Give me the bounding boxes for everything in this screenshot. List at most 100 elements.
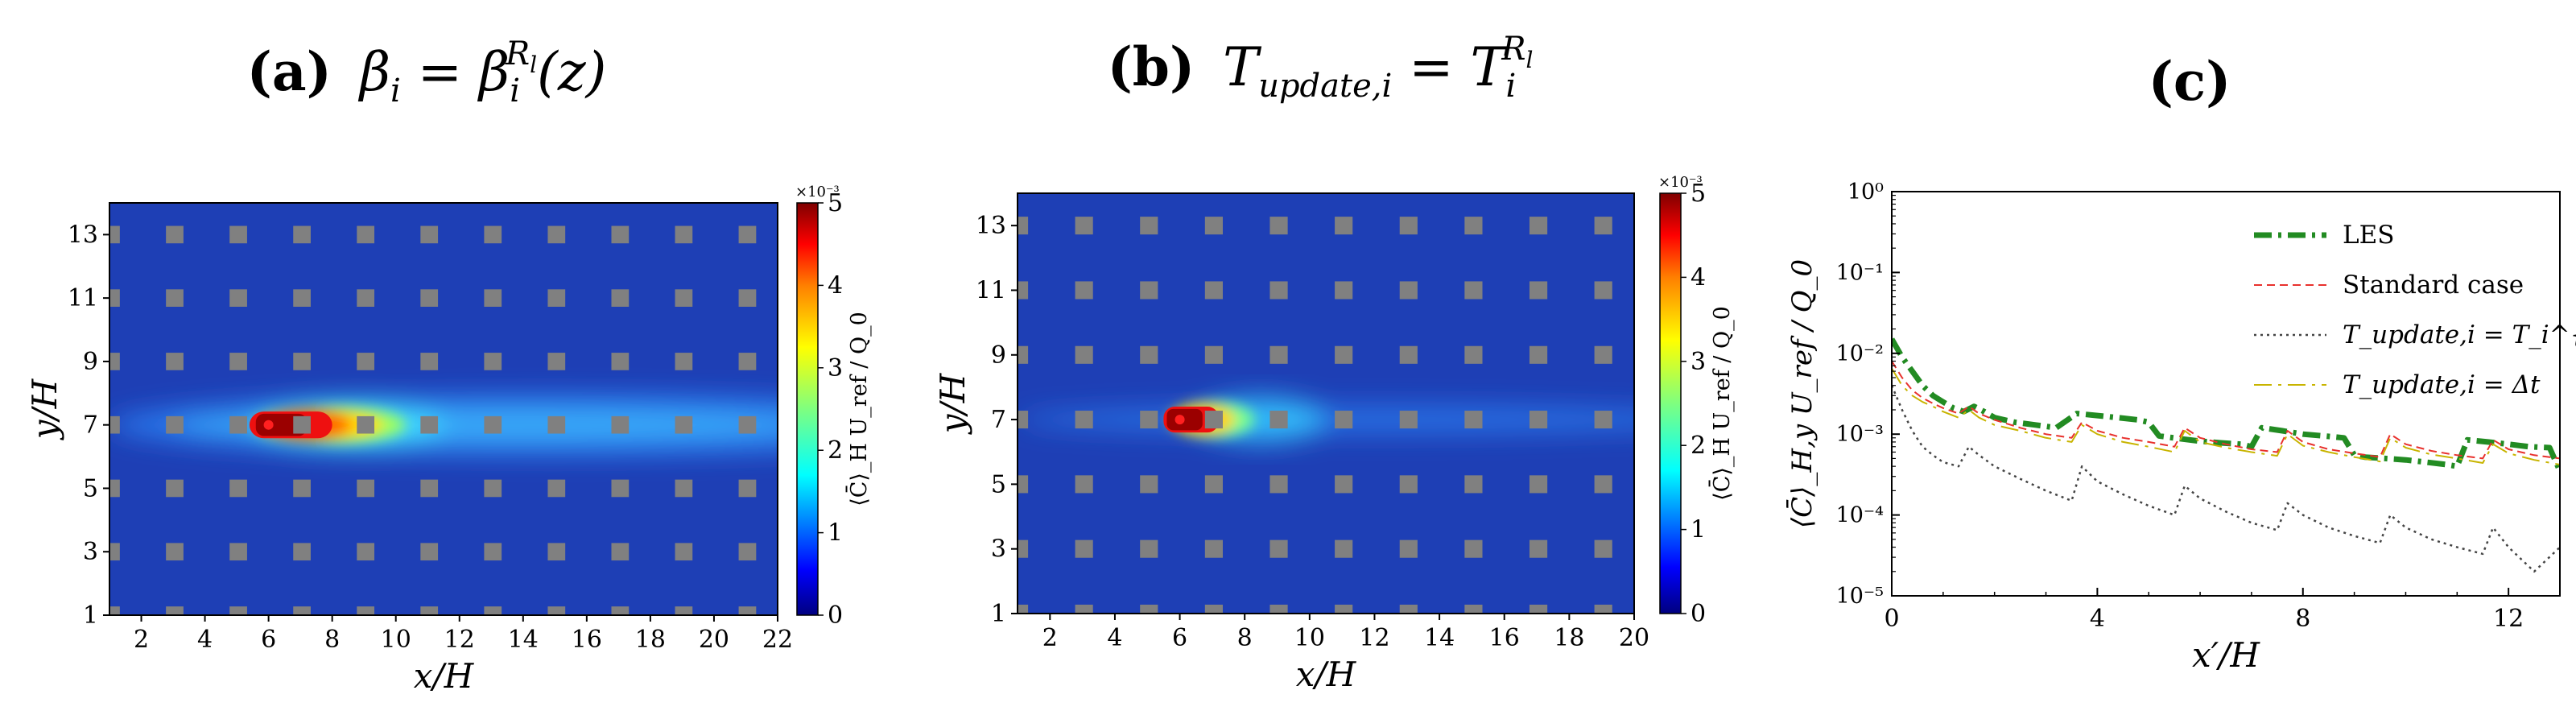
building	[420, 163, 438, 180]
building	[1399, 475, 1418, 494]
x-tick-label: 2	[134, 626, 149, 654]
building	[357, 353, 375, 370]
building	[1204, 217, 1223, 235]
panel-a-letter: (a)	[247, 40, 332, 103]
building	[1594, 345, 1612, 364]
x-tick-label: 2	[1042, 624, 1058, 652]
line-chart-c: 0 4 8 12 10⁻⁵ 10⁻⁴ 10⁻³ 10⁻² 10⁻¹ 10⁰ x′/H ⟨C̄⟩_H,y…	[1785, 180, 2576, 675]
building	[1018, 604, 1029, 614]
building	[420, 479, 439, 498]
building	[547, 289, 566, 307]
x-axis-label: x/H	[414, 656, 475, 696]
building	[1018, 539, 1029, 558]
building	[1269, 152, 1287, 170]
y-tick-label: 10⁰	[1847, 180, 1884, 205]
building	[484, 543, 502, 561]
building	[229, 543, 247, 561]
colorbar-tick-label: 2	[828, 436, 843, 465]
building	[1018, 345, 1029, 364]
x-tick-label: 18	[1554, 624, 1584, 652]
building	[1464, 411, 1483, 429]
colorbar-tick-label: 1	[1690, 516, 1706, 544]
building	[1269, 475, 1288, 494]
y-tick-label: 10⁻²	[1836, 341, 1884, 366]
y-tick-label: 5	[991, 470, 1006, 498]
building	[1335, 539, 1353, 558]
panel-b: (b) Tupdate,i = TiRl 2 4 6 8 10 12 14 16 18 20135…	[933, 31, 1735, 694]
x-tick-label: 14	[1424, 624, 1455, 652]
building	[1594, 217, 1612, 235]
building	[1140, 475, 1158, 494]
building	[1464, 152, 1482, 170]
series-line-0	[1892, 337, 2560, 473]
building	[229, 289, 247, 307]
building	[229, 163, 247, 180]
building	[166, 163, 184, 180]
building	[1018, 281, 1029, 300]
building	[611, 415, 630, 434]
building	[484, 289, 502, 307]
building	[357, 479, 375, 498]
y-tick-label: 13	[976, 212, 1006, 240]
building	[1269, 604, 1288, 614]
building	[166, 353, 184, 370]
building	[611, 225, 630, 244]
series-line-1	[1892, 360, 2560, 460]
building	[293, 225, 311, 244]
building	[229, 606, 247, 615]
building	[1010, 152, 1028, 170]
building	[1529, 217, 1548, 235]
building	[1594, 411, 1612, 429]
colorbar-tick-label: 0	[1690, 600, 1706, 628]
building	[1594, 539, 1612, 558]
building	[1075, 345, 1093, 364]
y-axis-label: y/H	[25, 378, 64, 440]
building	[1529, 345, 1548, 364]
plume-core	[1166, 408, 1203, 431]
building	[1530, 152, 1547, 170]
colorbar-tick-label: 2	[1690, 432, 1706, 460]
y-tick-label: 9	[83, 348, 98, 376]
building	[1140, 411, 1158, 429]
building	[675, 543, 693, 561]
y-tick-label: 10⁻¹	[1836, 260, 1884, 285]
x-tick-label: 20	[699, 626, 729, 654]
building	[420, 543, 439, 561]
building	[166, 225, 184, 244]
building	[109, 543, 120, 561]
y-tick-label: 7	[83, 411, 98, 440]
x-tick-label: 4	[2090, 605, 2105, 633]
building	[1269, 345, 1288, 364]
building	[293, 415, 311, 434]
building	[109, 479, 120, 498]
legend-label-1: Standard case	[2343, 271, 2524, 300]
building	[547, 543, 566, 561]
building	[547, 225, 566, 244]
building	[803, 163, 820, 180]
building	[738, 353, 757, 370]
building	[738, 606, 757, 615]
building	[611, 479, 630, 498]
legend-label-0: LES	[2343, 221, 2394, 250]
x-tick-label: 12	[2493, 605, 2524, 633]
y-tick-label: 3	[83, 538, 98, 566]
building	[1464, 604, 1483, 614]
building	[547, 163, 565, 180]
building	[1075, 152, 1093, 170]
building	[1018, 411, 1029, 429]
panel-b-title: (b) Tupdate,i = TiRl	[1108, 31, 1534, 105]
building	[1075, 411, 1093, 429]
building	[293, 479, 311, 498]
x-tick-label: 0	[1884, 605, 1899, 633]
building	[1464, 281, 1483, 300]
building	[1529, 475, 1548, 494]
building	[1018, 475, 1029, 494]
building	[1204, 411, 1223, 429]
plot-frame	[109, 202, 778, 616]
plot-frame	[1891, 191, 2561, 597]
building	[547, 353, 566, 370]
x-tick-label: 18	[635, 626, 666, 654]
building	[229, 225, 247, 244]
